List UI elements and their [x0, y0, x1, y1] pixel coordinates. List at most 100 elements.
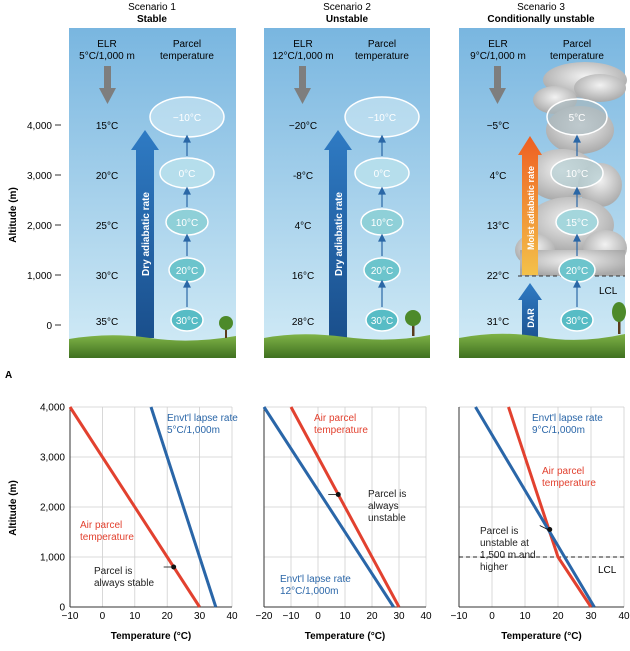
scenario-2-elr-rate: 12°C/1,000 m: [272, 51, 333, 62]
x-tick-label: −20: [256, 611, 273, 622]
upper-altitude-axis-label: Altitude (m): [8, 187, 19, 243]
series-line: [507, 406, 593, 608]
scenario-3-elr-label: ELR: [488, 39, 507, 50]
data-point-marker: [547, 527, 553, 532]
x-tick-label: 20: [162, 611, 174, 622]
scenario-1-parcel-temp: −10°C: [173, 113, 201, 124]
x-tick-label: 0: [489, 611, 495, 622]
scenario-1-parcel: [170, 308, 204, 332]
x-axis-label: Temperature (°C): [305, 631, 386, 642]
scenario-1-env-temp: 35°C: [96, 317, 118, 328]
chart-1: −10 0 10 20 30 4001,0002,0003,0004,000Tempera…: [40, 403, 238, 643]
annotation-line: unstable at: [480, 538, 529, 549]
upper-alt-tick: 1,000: [27, 271, 52, 282]
annotation-line: 5°C/1,000m: [167, 425, 220, 436]
series-line: [262, 406, 395, 608]
annotation-air: Air parcel temperature: [542, 466, 596, 489]
scenario-3-parcel-label: Parcel: [563, 39, 591, 50]
scenario-2-grass: [264, 334, 430, 358]
x-tick-label: 10: [129, 611, 141, 622]
x-tick-label: 0: [315, 611, 321, 622]
scenario-3-lcl-label: LCL: [599, 286, 618, 297]
scenario-1-parcel-temp: 20°C: [176, 266, 198, 277]
scenario-1-parcel-label-2: temperature: [160, 51, 214, 62]
chart-2: −20 −10 0 10 20 30 40 Temperature (°C) Air parce…: [256, 406, 432, 642]
annotation-note: Parcel is always unstable: [368, 489, 406, 524]
scenario-2-dry-adiabatic-arrow: [324, 130, 352, 338]
annotation-line: 1,500 m and: [480, 550, 536, 561]
y-tick-label: 3,000: [40, 453, 65, 464]
scenario-3-env-temp: 4°C: [490, 171, 507, 182]
scenario-3-parcel-temp: 15°C: [566, 218, 588, 229]
scenario-3-moist-adiabatic-label: Moist adiabatic rate: [526, 166, 536, 250]
annotation-env: Envt'l lapse rate 5°C/1,000m: [167, 413, 238, 436]
x-tick-label: 40: [618, 611, 630, 622]
annotation-air: Air parcel temperature: [80, 520, 134, 543]
annotation-line: Air parcel: [314, 413, 356, 424]
scenario-2-env-temp: 16°C: [292, 271, 314, 282]
scenario-2-parcel: [365, 308, 399, 332]
upper-alt-tick: 4,000: [27, 121, 52, 132]
scenario-1-parcel-temp: 30°C: [176, 316, 198, 327]
annotation-line: temperature: [80, 532, 134, 543]
scenario-3-env-temp: −5°C: [487, 121, 510, 132]
annotation-line: temperature: [314, 425, 368, 436]
x-tick-label: 20: [552, 611, 564, 622]
charts: −10 0 10 20 30 4001,0002,0003,0004,000Tempera…: [40, 403, 630, 643]
scenario-1-parcel-temp: 0°C: [179, 169, 196, 180]
scenario-3-grass: [459, 333, 625, 358]
y-tick-label: 4,000: [40, 403, 65, 414]
x-axis-label: Temperature (°C): [111, 631, 192, 642]
scenario-1-env-temp: 15°C: [96, 121, 118, 132]
y-tick-label: 2,000: [40, 503, 65, 514]
x-tick-label: −10: [62, 611, 79, 622]
scenario-3-parcel: [560, 308, 594, 332]
annotation-line: temperature: [542, 478, 596, 489]
annotation-air: Air parcel temperature: [314, 413, 368, 436]
annotation-line: 9°C/1,000m: [532, 425, 585, 436]
annotation-line: Parcel is: [368, 489, 406, 500]
annotation-line: Envt'l lapse rate: [280, 574, 351, 585]
scenario-3-elr-rate: 9°C/1,000 m: [470, 51, 526, 62]
scenario-2-panel: Scenario 2 Unstable ELR 12°C/1,000 m Par…: [264, 2, 430, 358]
scenario-2-parcel-temp: 0°C: [374, 169, 391, 180]
scenario-2-env-temp: 4°C: [295, 221, 312, 232]
scenario-3-parcel-label-2: temperature: [550, 51, 604, 62]
scenario-1-elr-down-arrow: [99, 66, 116, 104]
x-tick-label: 30: [194, 611, 206, 622]
annotation-line: Envt'l lapse rate: [532, 413, 603, 424]
scenario-3-subheading: Conditionally unstable: [487, 14, 595, 25]
chart-3: −10 0 10 20 30 40 Temperature (°C) LCL Envt'l la…: [451, 406, 630, 642]
scenario-1-env-temp: 20°C: [96, 171, 118, 182]
x-tick-label: 40: [226, 611, 238, 622]
series-line: [68, 406, 201, 608]
scenario-2-elr-label: ELR: [293, 39, 312, 50]
upper-altitude-ticks: 4,000 3,000 2,000 1,000 0: [27, 121, 61, 332]
upper-alt-tick: 2,000: [27, 221, 52, 232]
scenario-1-tree-icon: [219, 316, 233, 338]
scenario-2-env-temp: -8°C: [293, 171, 313, 182]
scenario-3-env-temp: 22°C: [487, 271, 509, 282]
panel-label: A: [5, 370, 12, 381]
y-tick-label: 0: [59, 603, 65, 614]
scenario-1-panel: Scenario 1 Stable ELR 5°C/1,000 m Parcel…: [69, 2, 236, 358]
x-tick-label: 0: [100, 611, 106, 622]
scenario-1-env-temp: 25°C: [96, 221, 118, 232]
scenario-3-env-temp: 31°C: [487, 317, 509, 328]
scenario-3-tree-icon: [612, 302, 626, 334]
scenario-3-panel: Scenario 3 Conditionally unstable LCL EL…: [459, 2, 627, 358]
scenario-3-parcel-temp: 30°C: [566, 316, 588, 327]
scenario-2-parcel-temp: 20°C: [371, 266, 393, 277]
upper-alt-tick: 3,000: [27, 171, 52, 182]
scenario-1-env-temp: 30°C: [96, 271, 118, 282]
x-tick-label: 20: [366, 611, 378, 622]
scenario-3-parcel-arrows: [573, 134, 581, 307]
scenario-2-dry-adiabatic-label: Dry adiabatic rate: [334, 192, 345, 276]
scenario-3-dar-label: DAR: [526, 308, 536, 328]
y-tick-label: 1,000: [40, 553, 65, 564]
upper-alt-tick: 0: [46, 321, 52, 332]
scenario-3-parcel-temp: 10°C: [566, 169, 588, 180]
lcl-label: LCL: [598, 565, 617, 576]
scenario-3-parcel-temp: 5°C: [569, 113, 586, 124]
